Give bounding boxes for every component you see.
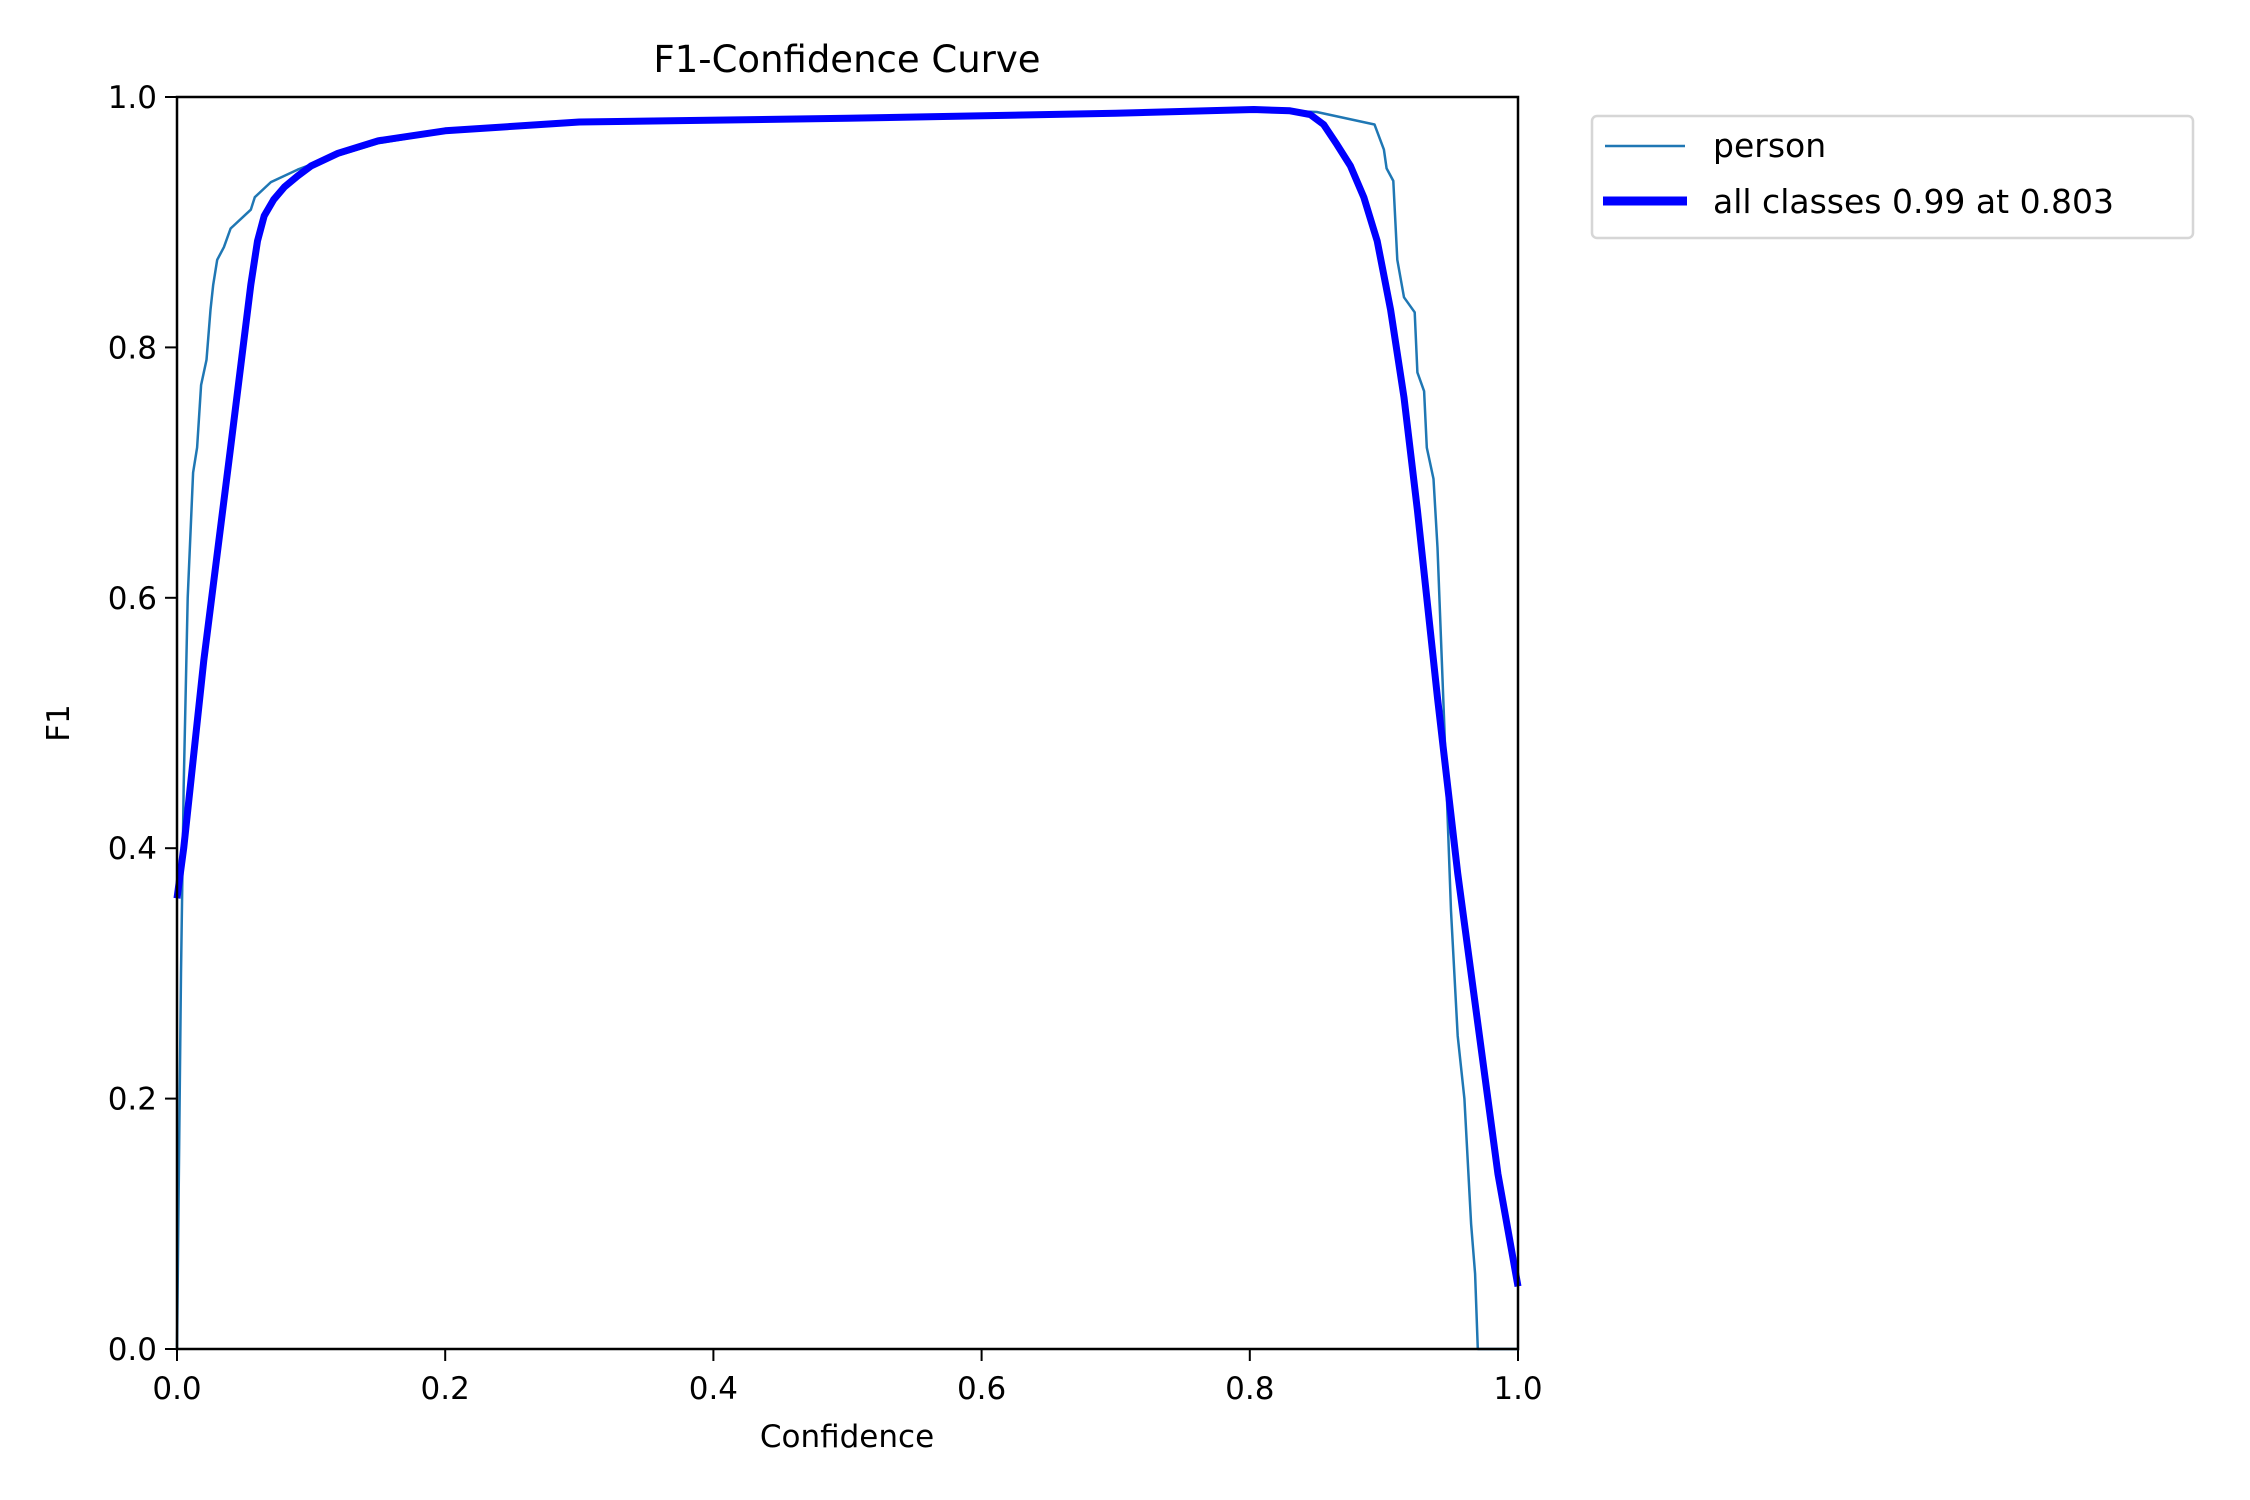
- series-line-person: [175, 108, 1518, 1351]
- x-tick-label: 0.4: [689, 1371, 738, 1407]
- x-tick-label: 1.0: [1493, 1371, 1542, 1407]
- plot-lines: [173, 106, 1522, 1351]
- x-axis-label: Confidence: [760, 1419, 934, 1455]
- x-tick-label: 0.0: [152, 1371, 201, 1407]
- series-line-all-classes: [173, 106, 1522, 1288]
- x-tick-label: 0.8: [1225, 1371, 1274, 1407]
- chart-title: F1-Confidence Curve: [653, 38, 1040, 81]
- y-tick-label: 0.8: [108, 330, 157, 366]
- y-tick-label: 0.6: [108, 581, 157, 617]
- legend: person all classes 0.99 at 0.803: [1590, 114, 2195, 240]
- legend-label-all-classes: all classes 0.99 at 0.803: [1713, 182, 2114, 221]
- legend-label-person: person: [1713, 126, 1826, 165]
- y-tick-label: 0.4: [108, 831, 157, 867]
- y-tick-label: 0.0: [108, 1332, 157, 1368]
- plot-frame: [175, 95, 1520, 1351]
- y-axis-label: F1: [41, 704, 77, 742]
- y-tick-label: 1.0: [108, 80, 157, 116]
- x-tick-label: 0.2: [421, 1371, 470, 1407]
- x-axis: 0.0 0.2 0.4 0.6 0.8 1.0: [152, 1349, 1543, 1407]
- y-axis: 0.0 0.2 0.4 0.6 0.8 1.0: [108, 80, 177, 1368]
- y-tick-label: 0.2: [108, 1082, 157, 1118]
- legend-box: [1590, 114, 2195, 240]
- x-tick-label: 0.6: [957, 1371, 1006, 1407]
